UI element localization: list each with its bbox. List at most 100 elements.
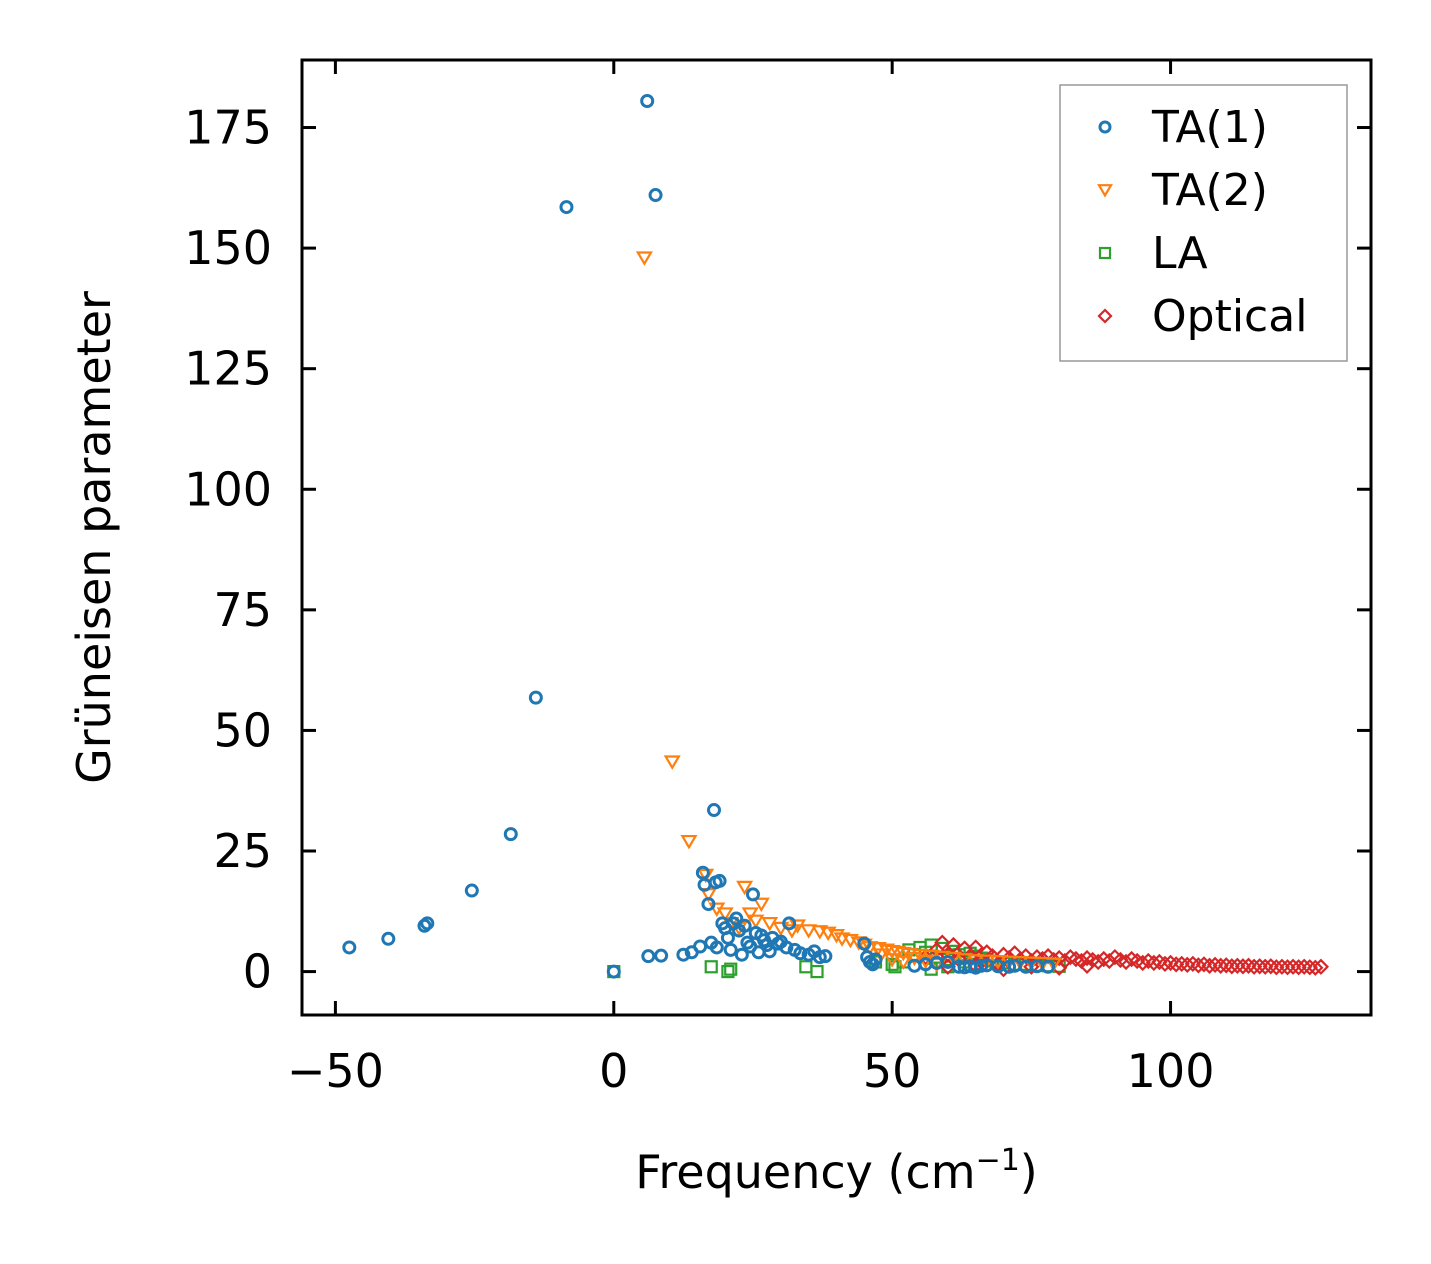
y-axis-label: Grüneisen parameter	[67, 291, 121, 784]
data-point	[1296, 958, 1313, 975]
data-point	[723, 942, 738, 957]
data-point	[721, 964, 735, 979]
legend-marker	[1098, 246, 1112, 260]
data-point	[709, 940, 724, 955]
data-point	[745, 887, 760, 902]
data-point	[934, 934, 951, 951]
data-point	[1145, 954, 1163, 972]
data-point	[716, 907, 734, 922]
data-point	[752, 897, 770, 913]
data-point	[503, 827, 518, 842]
data-point	[1033, 957, 1052, 972]
legend-marker	[1097, 308, 1113, 324]
y-tick-label: 100	[184, 462, 272, 516]
data-point	[1162, 954, 1179, 972]
data-point	[729, 911, 744, 926]
data-point	[793, 946, 808, 961]
data-point	[420, 916, 435, 931]
data-point	[417, 918, 432, 933]
axes: −50 0 50 100 0 25 50 75 100 125 150 175	[184, 58, 1373, 1098]
data-point	[676, 947, 691, 962]
data-point	[1195, 956, 1213, 973]
data-point	[559, 200, 574, 215]
y-tick-label: 125	[184, 342, 272, 396]
data-point	[1251, 958, 1268, 975]
data-point	[967, 939, 984, 956]
data-point	[800, 924, 818, 939]
y-tick-label: 150	[184, 221, 272, 275]
data-point	[712, 873, 727, 888]
data-point	[761, 916, 779, 932]
plot-frame	[300, 58, 1373, 1017]
legend-label: LA	[1152, 228, 1208, 279]
legend-label: TA(1)	[1151, 102, 1268, 153]
legend: TA(1) TA(2) LA Optical	[1059, 84, 1348, 362]
data-point	[779, 940, 794, 955]
legend-label: TA(2)	[1151, 165, 1268, 216]
data-point	[782, 916, 797, 931]
data-point	[1156, 955, 1174, 973]
data-point	[720, 930, 735, 945]
data-point	[1201, 957, 1218, 974]
data-point	[1307, 959, 1324, 976]
data-point	[1190, 957, 1207, 974]
data-point	[940, 954, 955, 969]
data-point	[1312, 958, 1330, 975]
data-point	[641, 949, 656, 964]
data-point	[810, 964, 824, 979]
legend-item: TA(2)	[1097, 165, 1268, 216]
data-point	[1002, 959, 1017, 974]
data-point	[741, 907, 759, 922]
data-point	[1301, 959, 1318, 976]
data-point	[900, 947, 918, 963]
data-point	[1240, 957, 1257, 974]
y-tick-label: 0	[243, 945, 272, 999]
legend-item: Optical	[1097, 291, 1307, 342]
legend-label: Optical	[1152, 291, 1307, 342]
data-point	[1290, 959, 1307, 976]
data-point	[783, 924, 801, 939]
data-point	[894, 955, 912, 971]
y-tick-label: 75	[213, 583, 272, 637]
data-point	[827, 929, 846, 944]
data-marks	[342, 93, 1330, 979]
x-axis-label-superscript: −1	[976, 1143, 1020, 1178]
data-point	[1206, 956, 1224, 973]
y-tick-label: 25	[213, 824, 272, 878]
x-tick-label: 50	[863, 1044, 922, 1098]
data-point	[1078, 957, 1096, 974]
data-point	[812, 950, 827, 965]
data-point	[1262, 958, 1279, 975]
data-point	[1284, 958, 1302, 975]
data-point	[1279, 959, 1296, 976]
data-point	[868, 952, 883, 967]
x-tick-label: −50	[287, 1044, 384, 1098]
data-point	[1023, 958, 1040, 975]
legend-marker	[1097, 184, 1113, 198]
data-point	[663, 755, 681, 770]
data-point	[1167, 956, 1185, 973]
x-tick-label: 0	[599, 1044, 628, 1098]
data-point	[1268, 959, 1285, 976]
data-point	[1212, 957, 1229, 974]
data-point	[1223, 958, 1240, 975]
data-point	[772, 921, 790, 937]
series-ta-1-	[342, 93, 1056, 979]
data-point	[974, 958, 989, 973]
data-point	[640, 93, 655, 108]
data-point	[928, 957, 946, 973]
data-point	[736, 880, 754, 896]
data-point	[883, 953, 901, 968]
data-point	[762, 944, 777, 959]
data-point	[1045, 957, 1063, 972]
data-point	[905, 951, 923, 967]
data-point	[635, 251, 653, 266]
data-point	[734, 947, 749, 962]
x-tick-label: 100	[1127, 1044, 1215, 1098]
y-tick-label: 175	[184, 101, 272, 155]
data-point	[944, 951, 962, 967]
legend-item: LA	[1098, 228, 1208, 279]
y-tick-label: 50	[213, 703, 272, 757]
data-point	[707, 803, 722, 818]
data-point	[855, 938, 873, 954]
